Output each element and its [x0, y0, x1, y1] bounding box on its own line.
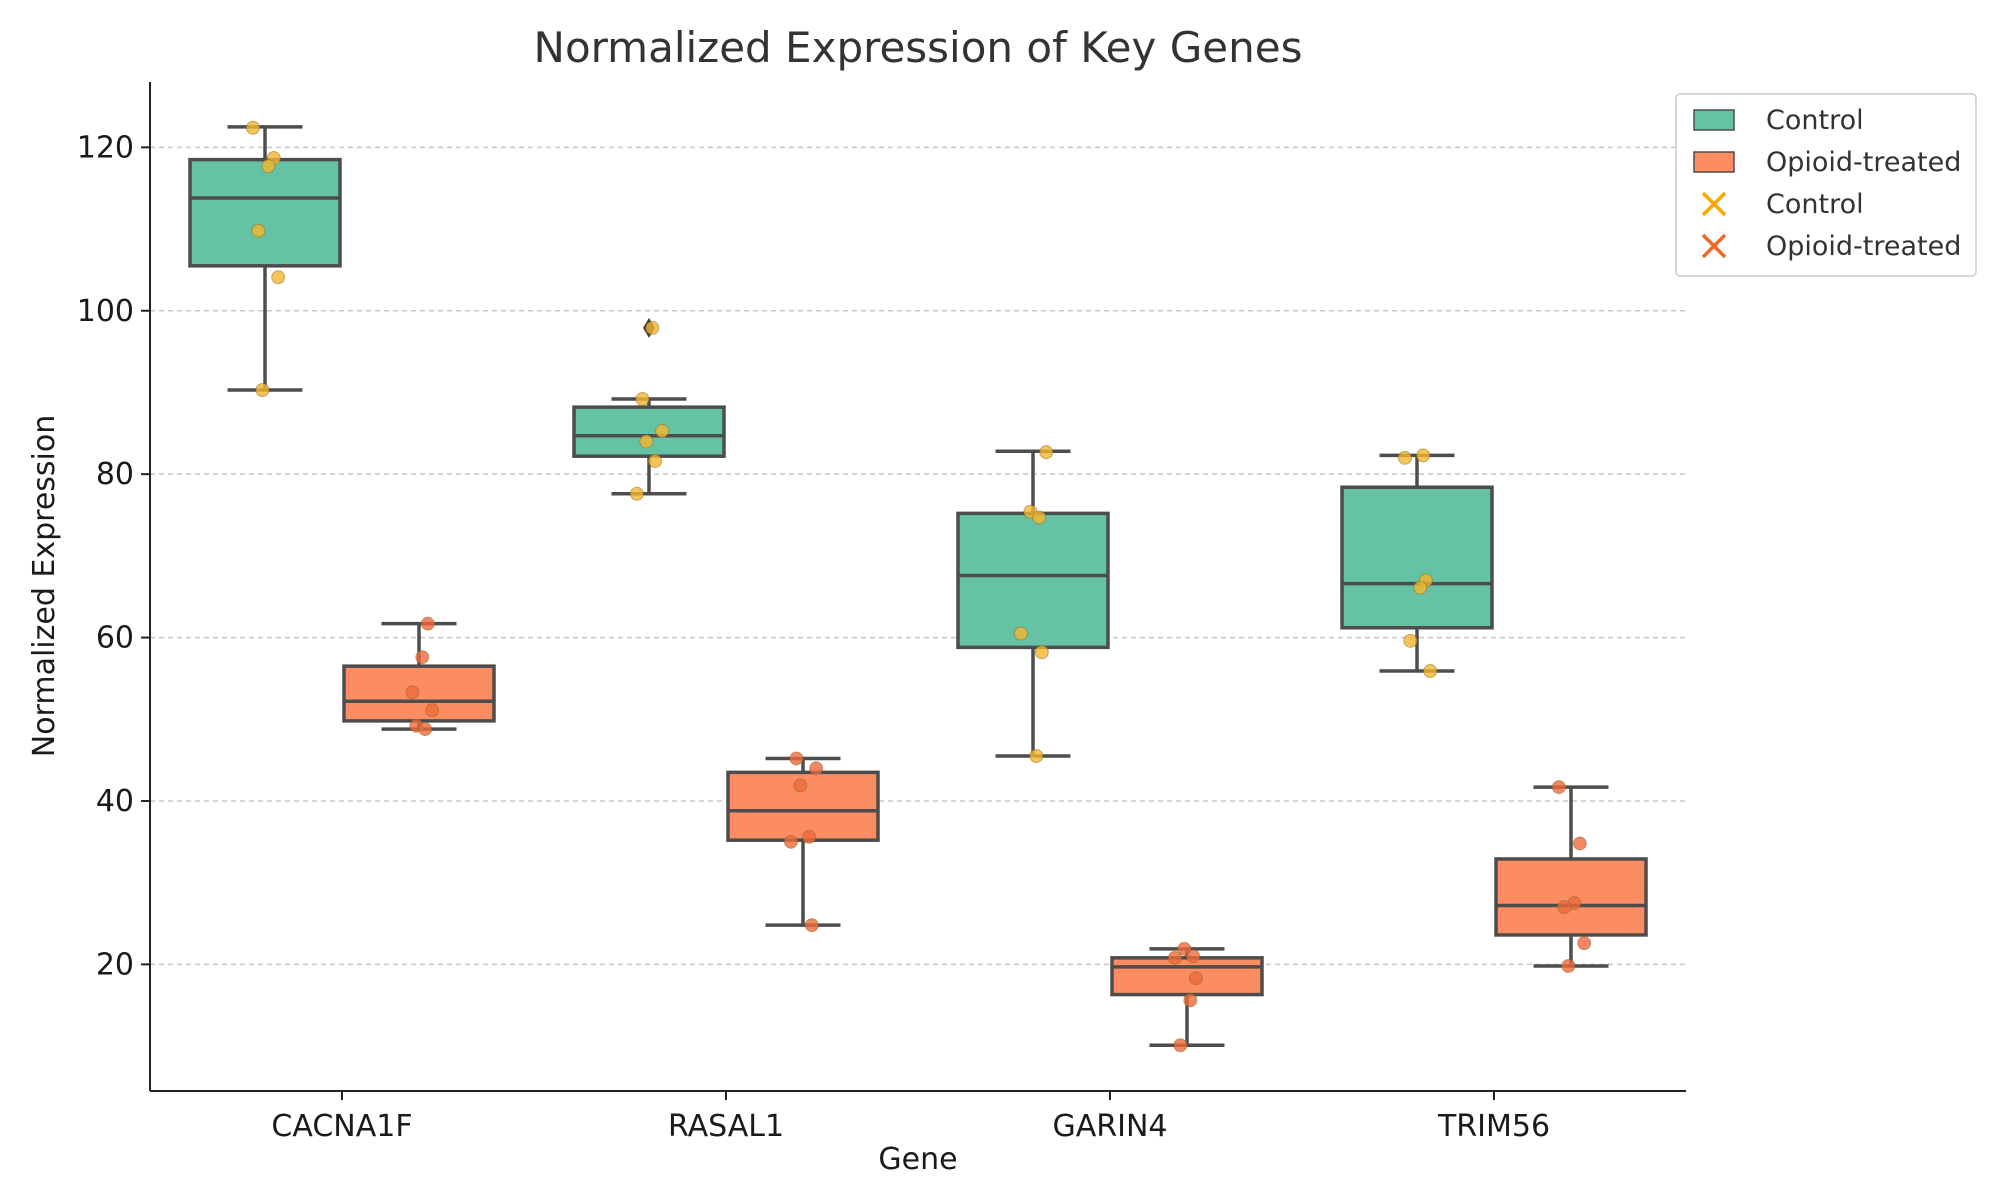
data-point	[1551, 780, 1566, 795]
box	[1110, 956, 1264, 997]
data-point	[1167, 950, 1182, 965]
data-point	[1577, 936, 1592, 951]
data-point	[1013, 626, 1028, 641]
data-point	[1183, 993, 1198, 1008]
x-tick-label: CACNA1F	[271, 1109, 412, 1144]
data-point	[783, 834, 798, 849]
data-point	[1416, 448, 1431, 463]
y-tick-label: 20	[96, 947, 134, 982]
legend-x-marker	[1701, 191, 1727, 217]
data-point	[802, 829, 817, 844]
data-point	[809, 761, 824, 776]
x-axis-label: Gene	[878, 1142, 957, 1177]
data-point	[271, 270, 286, 285]
data-points	[245, 120, 1592, 1053]
y-ticks: 20 40 60 80 100 120	[77, 130, 150, 982]
y-tick-label: 120	[77, 130, 134, 165]
y-tick-label: 40	[96, 784, 134, 819]
y-tick-label: 60	[96, 621, 134, 656]
x-tick-label: TRIM56	[1437, 1109, 1550, 1144]
data-point	[418, 722, 433, 737]
legend-label: Opioid-treated	[1766, 231, 1961, 262]
box	[1340, 485, 1494, 630]
data-point	[1039, 445, 1054, 460]
data-point	[804, 918, 819, 933]
data-point	[415, 650, 430, 665]
data-point	[1397, 450, 1412, 465]
legend-x-marker	[1701, 233, 1727, 259]
x-tick-label: RASAL1	[668, 1109, 784, 1144]
data-point	[1173, 1038, 1188, 1053]
x-ticks: CACNA1F RASAL1 GARIN4 TRIM56	[271, 1091, 1550, 1144]
legend-label: Opioid-treated	[1766, 147, 1961, 178]
data-point	[1034, 645, 1049, 660]
legend-label: Control	[1766, 105, 1864, 136]
data-point	[405, 685, 420, 700]
data-point	[789, 751, 804, 766]
data-point	[1557, 900, 1572, 915]
data-point	[245, 120, 260, 135]
data-point	[1032, 510, 1047, 525]
box	[572, 405, 726, 458]
y-axis-label: Normalized Expression	[27, 415, 62, 758]
data-point	[655, 423, 670, 438]
chart-title: Normalized Expression of Key Genes	[534, 23, 1303, 72]
box	[188, 157, 342, 268]
axes	[149, 82, 1686, 1092]
data-point	[1561, 958, 1576, 973]
data-point	[793, 778, 808, 793]
data-point	[425, 703, 440, 718]
grid-lines	[150, 146, 1686, 966]
data-point	[1572, 836, 1587, 851]
legend-swatch	[1693, 109, 1735, 131]
data-point	[420, 616, 435, 631]
data-point	[1188, 971, 1203, 986]
data-point	[261, 159, 276, 174]
legend-label: Control	[1766, 189, 1864, 220]
data-point	[1029, 749, 1044, 764]
legend-swatch	[1693, 151, 1735, 173]
y-tick-label: 80	[96, 457, 134, 492]
legend: Control Opioid-treated Control Opioid-treat…	[1675, 93, 1977, 277]
data-point	[648, 454, 663, 469]
y-tick-label: 100	[77, 294, 134, 329]
data-point	[635, 391, 650, 406]
data-point	[255, 383, 270, 398]
x-tick-label: GARIN4	[1053, 1109, 1168, 1144]
box	[956, 511, 1110, 650]
data-point	[645, 320, 660, 335]
data-point	[1403, 633, 1418, 648]
legend-frame	[1675, 93, 1977, 277]
data-point	[629, 486, 644, 501]
data-point	[251, 223, 266, 238]
data-point	[1186, 949, 1201, 964]
data-point	[1413, 580, 1428, 595]
data-point	[1423, 664, 1438, 679]
data-point	[639, 434, 654, 449]
